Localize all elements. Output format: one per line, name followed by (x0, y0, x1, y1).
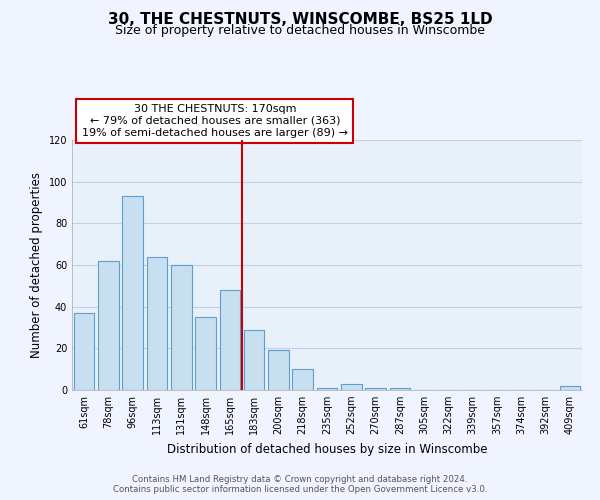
Bar (268, 350, 289, 390)
Bar (560, 386, 580, 390)
Text: 30 THE CHESTNUTS: 170sqm
← 79% of detached houses are smaller (363)
19% of semi-: 30 THE CHESTNUTS: 170sqm ← 79% of detach… (82, 104, 348, 138)
Bar (195, 317, 216, 390)
Bar (74, 313, 94, 390)
Bar (365, 388, 386, 390)
Bar (292, 369, 313, 390)
Bar (389, 388, 410, 390)
Bar (220, 290, 240, 390)
Text: 30, THE CHESTNUTS, WINSCOMBE, BS25 1LD: 30, THE CHESTNUTS, WINSCOMBE, BS25 1LD (107, 12, 493, 28)
Bar (171, 265, 191, 390)
Bar (122, 196, 143, 390)
Text: Contains HM Land Registry data © Crown copyright and database right 2024.
Contai: Contains HM Land Registry data © Crown c… (113, 474, 487, 494)
Bar (98, 261, 119, 390)
Text: Size of property relative to detached houses in Winscombe: Size of property relative to detached ho… (115, 24, 485, 37)
Y-axis label: Number of detached properties: Number of detached properties (30, 172, 43, 358)
Bar (317, 388, 337, 390)
Bar (341, 384, 362, 390)
Bar (146, 256, 167, 390)
Bar (244, 330, 265, 390)
X-axis label: Distribution of detached houses by size in Winscombe: Distribution of detached houses by size … (167, 442, 487, 456)
